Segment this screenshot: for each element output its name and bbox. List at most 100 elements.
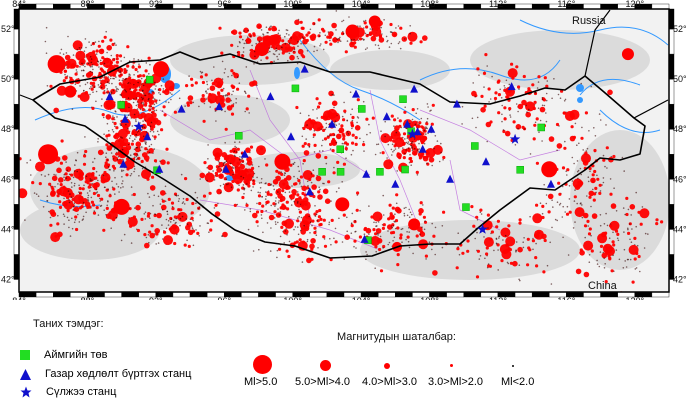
quake-dot [208,92,212,97]
quake-dot [133,74,135,76]
quake-dot [395,27,397,29]
quake-dot [322,48,325,51]
quake-dot [274,205,276,207]
quake-dot [216,188,222,195]
quake-dot [489,98,492,100]
quake-dot [78,171,85,177]
quake-dot [146,214,150,218]
quake-dot [410,164,413,166]
quake-dot [424,254,428,258]
quake-dot [114,193,116,195]
quake-dot [206,80,208,83]
network-stations [133,121,521,234]
quake-dot [350,222,353,224]
quake-dot [396,263,400,267]
legend-title: Таних тэмдэг: [33,318,104,330]
quake-dot-large [541,161,558,178]
quake-dot [162,88,165,90]
magnitude-label-2-3: 3.0>Ml>2.0 [428,376,484,388]
quake-dot [140,217,144,221]
seismic-station-marker [266,92,275,101]
quake-dot [316,219,319,222]
quake-dot [602,177,605,179]
quake-dot [329,148,332,150]
quake-dot [325,162,328,165]
quake-dot [301,144,305,148]
quake-dot [296,191,299,193]
quake-dot [299,20,303,24]
quake-dot [57,183,59,185]
quake-dot [313,231,317,235]
quake-dot [428,157,435,163]
quake-dot [318,208,322,213]
quake-dot [243,90,246,93]
quake-dot [344,234,351,240]
quake-dot [635,225,637,228]
quake-dot [133,113,136,116]
quake-dot [391,143,394,146]
quake-dot [117,69,119,71]
quake-dot [455,266,459,270]
quake-dot [422,35,428,41]
quake-dot [154,228,160,234]
quake-dot [296,202,299,204]
quake-dot [62,79,66,83]
quake-dot [84,65,86,68]
quake-dot [537,107,540,109]
quake-dot [115,152,119,156]
quake-dot [301,191,305,196]
quake-dot [117,186,120,188]
quake-dot [238,141,241,143]
quake-dot [99,84,106,90]
quake-dot [518,218,522,222]
quake-dot [252,212,258,219]
quake-dot [377,44,380,47]
quake-dot [154,99,158,103]
quake-dot [253,63,255,65]
quake-dot [248,33,252,37]
quake-dot [296,62,299,65]
quake-dot [161,199,165,203]
quake-dot [319,32,321,34]
quake-dot [226,94,228,97]
quake-dot [102,91,106,95]
quake-dot [534,91,537,94]
quake-dot [501,249,512,260]
quake-dot [509,261,513,265]
quake-dot [141,98,144,101]
quake-dot [272,53,275,55]
quake-dot [394,137,405,148]
quake-dot [226,105,233,111]
quake-dot [115,183,118,185]
quake-dot [273,60,275,63]
quake-dot [294,198,299,202]
quake-dot [491,75,493,78]
quake-dot [90,86,92,88]
quake-dot [629,223,631,225]
quake-dot [35,161,45,172]
quake-dot [396,253,400,257]
quake-dot [493,249,495,252]
quake-dot [80,69,83,72]
quake-dot [284,230,287,232]
quake-dot [411,108,415,112]
quake-dot [612,243,616,247]
quake-dot [351,141,355,145]
quake-dot [157,195,160,198]
quake-dot [137,71,139,73]
quake-dot [143,213,146,215]
quake-dot [502,129,506,134]
quake-dot [598,183,602,187]
quake-dot [543,238,547,243]
quake-dot [581,204,583,206]
quake-dot [161,204,167,211]
quake-dot [615,249,618,251]
quake-dot [395,193,399,197]
quake-dot [87,196,89,199]
quake-dot [420,141,424,145]
quake-dot [564,140,566,143]
quake-dot [29,159,32,161]
quake-dot [159,93,162,96]
quake-dot [105,206,109,210]
quake-dot [570,125,574,129]
